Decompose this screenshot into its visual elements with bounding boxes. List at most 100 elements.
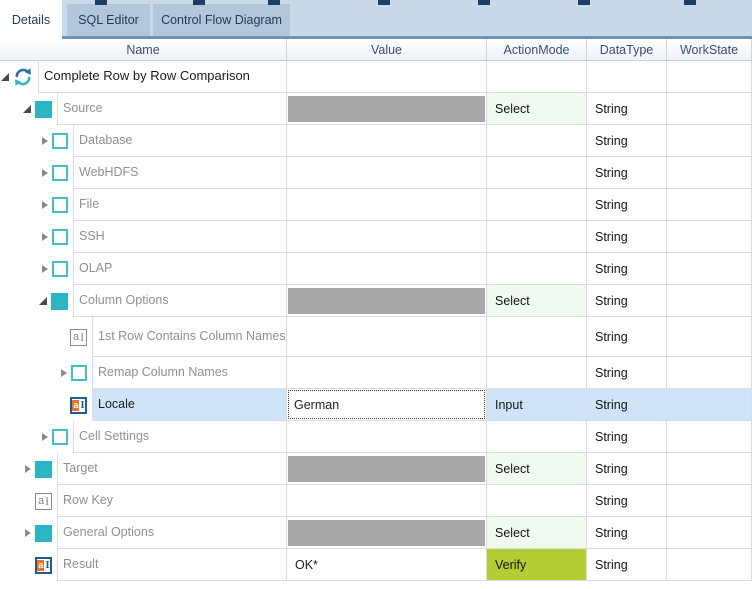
value-cell[interactable]	[287, 357, 487, 389]
name-cell: OLAP	[0, 253, 287, 285]
actionmode-cell	[487, 421, 587, 453]
checkbox-unchecked-icon[interactable]	[52, 429, 68, 445]
table-row[interactable]: OLAP String	[0, 253, 752, 285]
value-cell[interactable]	[287, 157, 487, 189]
table-row[interactable]: General Options Select String	[0, 517, 752, 549]
tree-indent	[0, 125, 73, 157]
value-cell[interactable]	[287, 485, 487, 517]
tab-details[interactable]: Details	[0, 0, 62, 39]
actionmode-cell: Verify	[487, 549, 587, 581]
column-header-name[interactable]: Name	[0, 39, 287, 60]
column-header-actionmode[interactable]: ActionMode	[487, 39, 587, 60]
actionmode-cell	[487, 157, 587, 189]
value-filled-bar	[288, 519, 485, 546]
tab-control-flow-diagram[interactable]: Control Flow Diagram	[153, 4, 290, 36]
column-header-value[interactable]: Value	[287, 39, 487, 60]
value-cell[interactable]	[287, 421, 487, 453]
tree-indent	[0, 357, 92, 389]
column-header-datatype[interactable]: DataType	[587, 39, 667, 60]
expander-icon[interactable]	[42, 137, 48, 145]
workstate-cell	[667, 157, 752, 189]
table-row[interactable]: SSH String	[0, 221, 752, 253]
row-name-label: File	[79, 196, 100, 211]
top-strip-dash	[578, 0, 590, 5]
datatype-cell: String	[587, 389, 667, 421]
expander-icon[interactable]	[42, 433, 48, 441]
checkbox-unchecked-icon[interactable]	[52, 165, 68, 181]
datatype-label: String	[595, 133, 628, 148]
row-name-label: OLAP	[79, 260, 113, 275]
checkbox-unchecked-icon[interactable]	[71, 365, 87, 381]
expander-icon[interactable]	[61, 369, 67, 377]
actionmode-cell: Select	[487, 517, 587, 549]
value-cell[interactable]	[287, 61, 487, 93]
row-name-label: 1st Row Contains Column Names	[98, 328, 286, 343]
value-cell[interactable]	[287, 93, 487, 125]
value-cell[interactable]: German	[287, 389, 487, 421]
workstate-cell	[667, 421, 752, 453]
top-strip-dash	[268, 0, 280, 5]
table-row[interactable]: Source Select String	[0, 93, 752, 125]
expander-icon[interactable]	[23, 105, 31, 113]
name-cell: General Options	[0, 517, 287, 549]
expander-icon[interactable]	[25, 465, 31, 473]
expander-icon[interactable]	[25, 529, 31, 537]
workstate-cell	[667, 453, 752, 485]
table-row[interactable]: Remap Column Names String	[0, 357, 752, 389]
row-name-label: Result	[63, 556, 99, 571]
expander-icon[interactable]	[42, 201, 48, 209]
workstate-cell	[667, 221, 752, 253]
workstate-cell	[667, 125, 752, 157]
value-cell[interactable]	[287, 221, 487, 253]
table-row[interactable]: File String	[0, 189, 752, 221]
table-row[interactable]: WebHDFS String	[0, 157, 752, 189]
value-cell[interactable]	[287, 317, 487, 357]
top-strip-dash	[378, 0, 390, 5]
value-cell[interactable]	[287, 285, 487, 317]
datatype-cell: String	[587, 517, 667, 549]
actionmode-cell	[487, 189, 587, 221]
datatype-label: String	[595, 493, 628, 508]
checkbox-unchecked-icon[interactable]	[52, 133, 68, 149]
tab-sql-editor-label: SQL Editor	[78, 13, 139, 27]
table-row[interactable]: Target Select String	[0, 453, 752, 485]
datatype-label: String	[595, 229, 628, 244]
checkbox-unchecked-icon[interactable]	[52, 197, 68, 213]
table-row[interactable]: Database String	[0, 125, 752, 157]
datatype-cell: String	[587, 157, 667, 189]
value-cell[interactable]	[287, 253, 487, 285]
expander-icon[interactable]	[42, 169, 48, 177]
tab-sql-editor[interactable]: SQL Editor	[67, 4, 150, 36]
value-editor[interactable]: German	[288, 390, 485, 419]
checkbox-unchecked-icon[interactable]	[52, 229, 68, 245]
expander-icon[interactable]	[42, 233, 48, 241]
value-cell[interactable]	[287, 125, 487, 157]
actionmode-cell	[487, 253, 587, 285]
name-cell: File	[0, 189, 287, 221]
value-cell[interactable]: OK*	[287, 549, 487, 581]
value-cell[interactable]	[287, 189, 487, 221]
value-cell[interactable]	[287, 453, 487, 485]
datatype-cell: String	[587, 253, 667, 285]
table-row[interactable]: Cell Settings String	[0, 421, 752, 453]
value-cell[interactable]	[287, 517, 487, 549]
table-row[interactable]: Complete Row by Row Comparison	[0, 61, 752, 93]
datatype-cell: String	[587, 189, 667, 221]
column-header-workstate[interactable]: WorkState	[667, 39, 752, 60]
row-name-label: Remap Column Names	[98, 364, 228, 379]
expander-icon[interactable]	[42, 265, 48, 273]
expander-icon[interactable]	[39, 297, 47, 305]
datatype-label: String	[595, 293, 628, 308]
expander-icon[interactable]	[1, 73, 9, 81]
table-row[interactable]: Column Options Select String	[0, 285, 752, 317]
actionmode-cell	[487, 61, 587, 93]
checkbox-unchecked-icon[interactable]	[52, 261, 68, 277]
actionmode-label: Select	[495, 101, 530, 116]
